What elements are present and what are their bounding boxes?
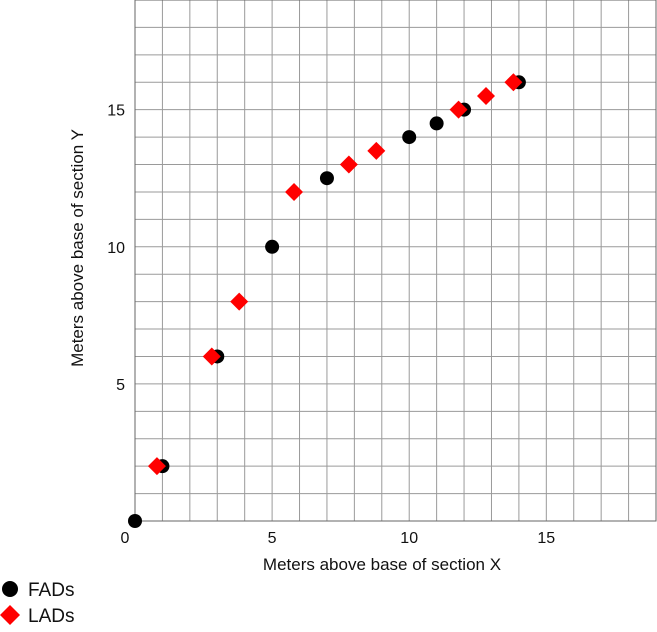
x-tick-labels: 0 5 10 15 — [121, 530, 556, 547]
lads-point — [230, 292, 249, 311]
y-axis-title: Meters above base of section Y — [68, 129, 87, 367]
lads-point — [285, 182, 304, 201]
lads-point — [147, 457, 166, 476]
plot-border — [134, 0, 657, 522]
y-tick-labels: 5 10 15 — [107, 103, 125, 394]
legend-lads-marker — [0, 605, 20, 625]
legend-lads-label: LADs — [28, 606, 74, 627]
legend-fads-label: FADs — [28, 580, 74, 601]
y-tick-label: 15 — [107, 103, 125, 120]
fads-point — [265, 239, 280, 254]
y-tick-label: 10 — [107, 240, 125, 257]
lads-point — [504, 73, 523, 92]
fads-point — [319, 171, 334, 186]
x-tick-label: 5 — [268, 530, 277, 547]
legend: FADs LADs — [0, 580, 74, 627]
fads-point — [402, 130, 417, 145]
data-points — [128, 73, 526, 528]
x-tick-label: 0 — [121, 530, 130, 547]
lads-point — [339, 155, 358, 174]
x-tick-label: 10 — [400, 530, 418, 547]
x-tick-label: 15 — [537, 530, 555, 547]
lads-point — [449, 100, 468, 119]
lads-point — [367, 141, 386, 160]
lads-point — [202, 347, 221, 366]
legend-fads-marker — [2, 581, 18, 597]
x-axis-title: Meters above base of section X — [263, 555, 501, 574]
lads-point — [476, 86, 495, 105]
fads-point — [429, 116, 444, 131]
y-tick-label: 5 — [116, 377, 125, 394]
fads-point — [128, 514, 142, 528]
grid — [134, 0, 657, 522]
